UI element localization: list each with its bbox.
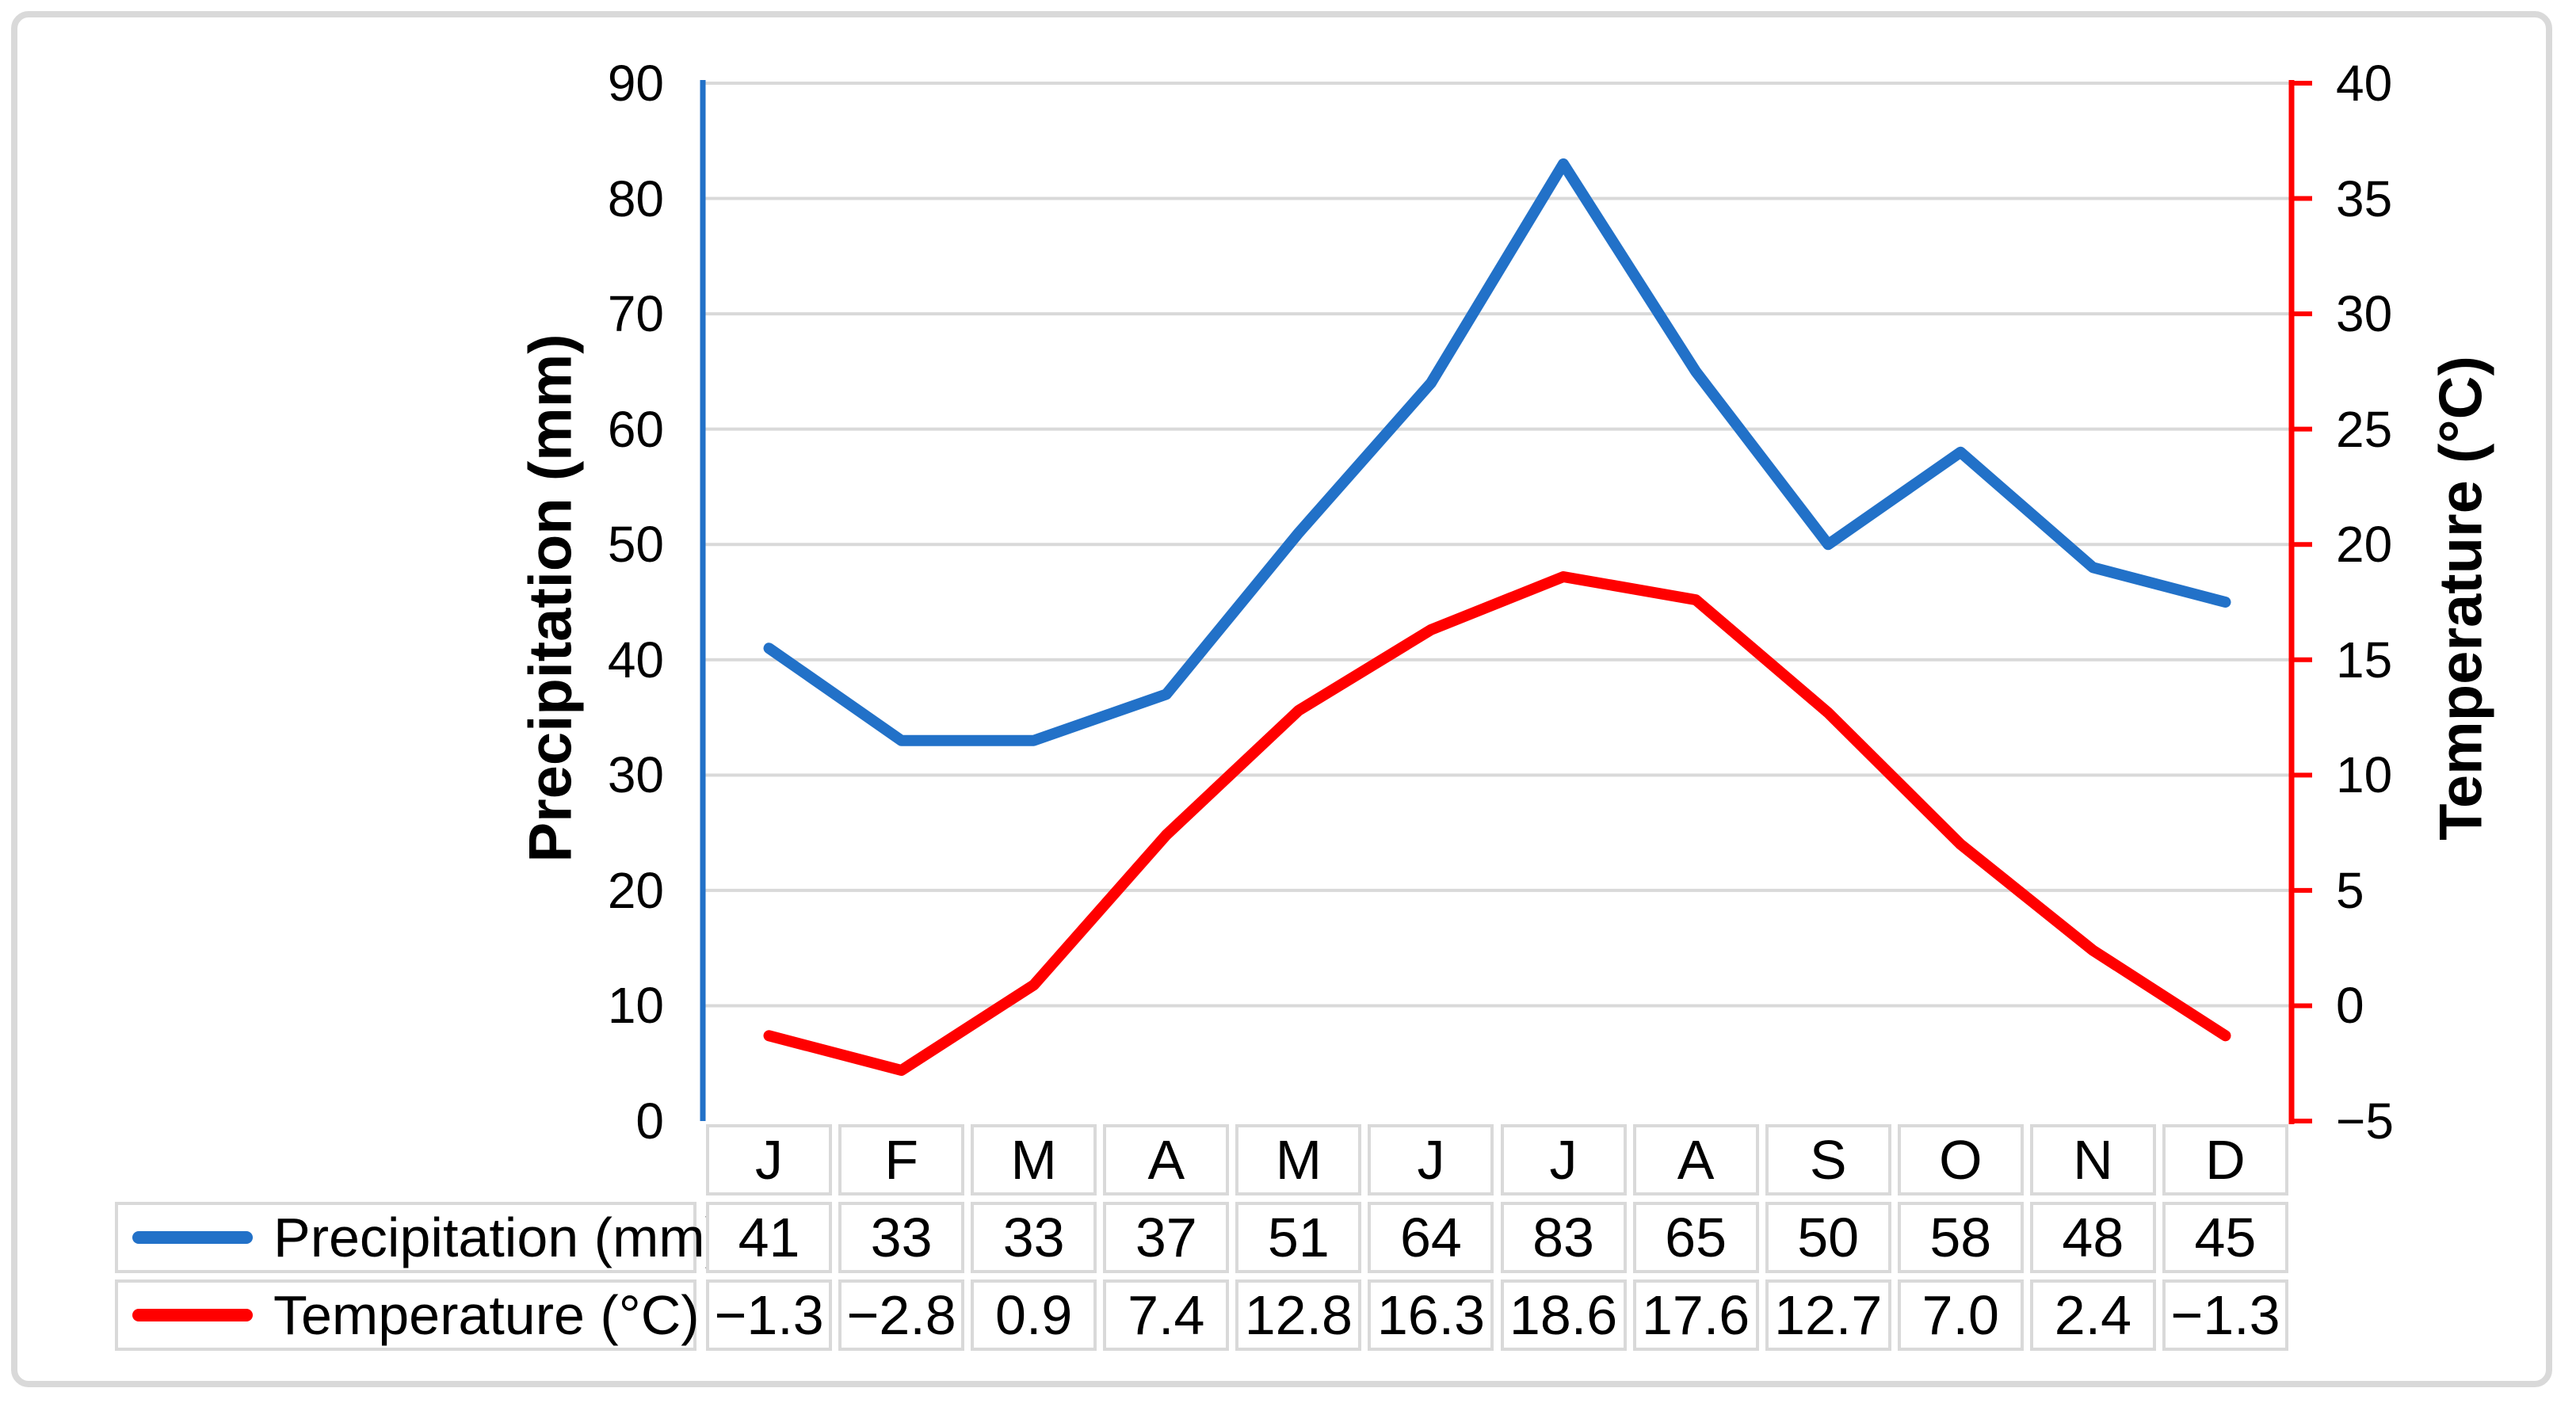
left-axis-tick-label: 50 [607,516,664,574]
month-header-cell: A [1632,1124,1759,1196]
left-axis-tick-label: 80 [607,170,664,227]
precipitation-value-cell: 51 [1235,1202,1362,1273]
temperature-value-cell: 0.9 [971,1279,1097,1351]
month-header-cell: J [1368,1124,1494,1196]
right-axis-tick-label: 20 [2336,516,2393,574]
left-axis-tick-label: 90 [607,55,664,112]
precipitation-value-cell: 33 [971,1202,1097,1273]
precipitation-value-cell: 37 [1103,1202,1230,1273]
left-axis-tick-label: 20 [607,861,664,919]
precipitation-value-cell: 65 [1632,1202,1759,1273]
month-header-cell: S [1765,1124,1891,1196]
month-header-cell: J [706,1124,833,1196]
precipitation-value-cell: 83 [1500,1202,1627,1273]
legend-label: Precipitation (mm) [273,1207,723,1268]
temperature-value-cell: −1.3 [2162,1279,2288,1351]
temperature-value-cell: 7.0 [1897,1279,2024,1351]
precipitation-value-cell: 58 [1897,1202,2024,1273]
left-axis-tick-label: 40 [607,631,664,688]
right-axis-tick-label: 5 [2336,861,2364,919]
precipitation-value-cell: 41 [706,1202,833,1273]
temperature-value-cell: 7.4 [1103,1279,1230,1351]
temperature-line [763,571,2231,1076]
temperature-value-cell: 12.8 [1235,1279,1362,1351]
month-header-cell: D [2162,1124,2288,1196]
month-header-cell: F [838,1124,965,1196]
temperature-value-cell: −2.8 [838,1279,965,1351]
right-axis-tick-label: 0 [2336,977,2364,1035]
right-axis-title: Temperature (°C) [2427,356,2495,841]
precipitation-value-cell: 64 [1368,1202,1494,1273]
legend-cell: Temperature (°C) [115,1279,700,1351]
precipitation-value-cell: 48 [2029,1202,2156,1273]
right-axis-tick-label: 40 [2336,55,2393,112]
month-header-cell: N [2029,1124,2156,1196]
month-header-cell: M [971,1124,1097,1196]
temperature-value-cell: 16.3 [1368,1279,1494,1351]
precipitation-value-cell: 45 [2162,1202,2288,1273]
left-axis-tick-label: 70 [607,285,664,343]
temperature-value-cell: 18.6 [1500,1279,1627,1351]
right-axis-tick-label: 15 [2336,631,2393,688]
right-axis-tick-label: −5 [2336,1093,2394,1150]
left-axis-tick-label: 60 [607,400,664,458]
temperature-value-cell: 12.7 [1765,1279,1891,1351]
right-axis-tick-label: 25 [2336,400,2393,458]
precipitation-legend-line-icon [132,1231,253,1244]
left-axis-tick-label: 30 [607,746,664,804]
precipitation-value-cell: 33 [838,1202,965,1273]
temperature-value-cell: 2.4 [2029,1279,2156,1351]
temperature-value-cell: 17.6 [1632,1279,1759,1351]
legend-cell: Precipitation (mm) [115,1202,723,1273]
month-header-cell: O [1897,1124,2024,1196]
month-header-cell: A [1103,1124,1230,1196]
precipitation-line [763,158,2231,746]
legend-label: Temperature (°C) [273,1284,700,1346]
left-axis-tick-label: 10 [607,977,664,1035]
left-axis-tick-label: 0 [635,1093,664,1150]
right-axis-tick-label: 35 [2336,170,2393,227]
temperature-legend-line-icon [132,1309,253,1321]
right-axis-tick-label: 30 [2336,285,2393,343]
chart-outer-border [11,11,2552,1387]
left-axis-title: Precipitation (mm) [517,334,585,863]
precipitation-value-cell: 50 [1765,1202,1891,1273]
temperature-value-cell: −1.3 [706,1279,833,1351]
month-header-cell: J [1500,1124,1627,1196]
month-header-cell: M [1235,1124,1362,1196]
right-axis-tick-label: 10 [2336,746,2393,804]
